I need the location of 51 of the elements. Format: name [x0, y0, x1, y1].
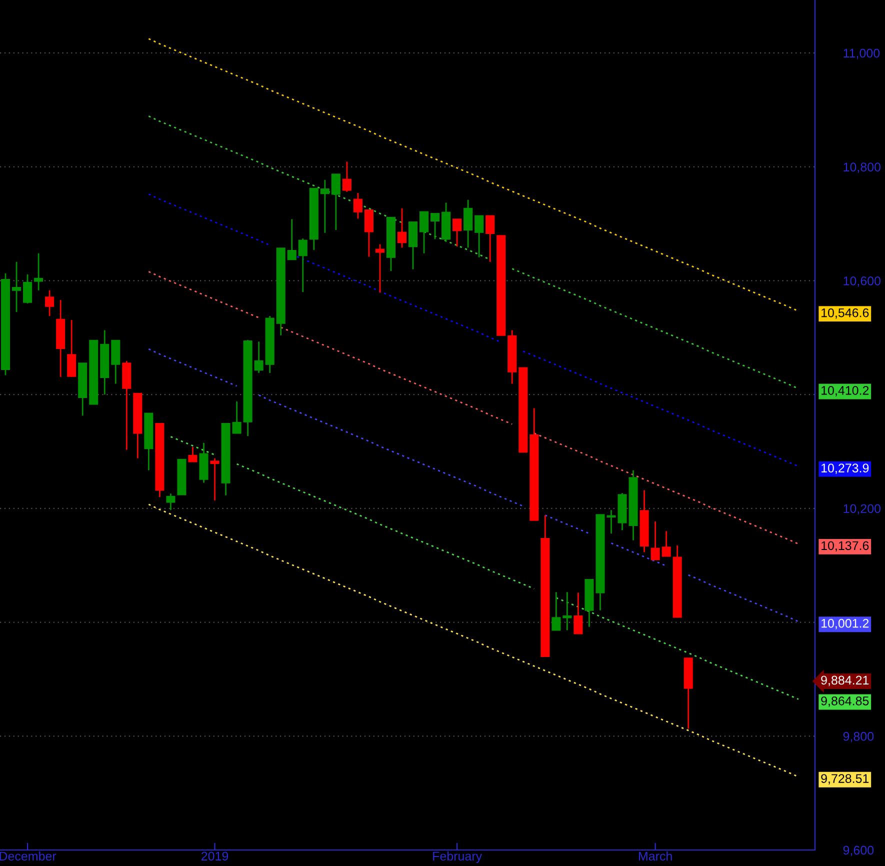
data-label: 10,137.6 [822, 541, 869, 552]
candlestick [232, 400, 242, 434]
candlestick [562, 591, 572, 631]
candlestick [320, 179, 330, 234]
candlestick [353, 192, 362, 220]
candlestick [552, 591, 561, 631]
candlestick [342, 160, 352, 193]
candlestick [474, 215, 484, 258]
candlestick [650, 520, 660, 560]
y-tick-label: 10,200 [844, 504, 881, 515]
candlestick [210, 458, 220, 502]
x-tick-label: December [0, 851, 56, 861]
candlestick [111, 340, 120, 384]
candlestick [420, 211, 429, 254]
candlestick [45, 290, 54, 317]
candlestick [464, 199, 473, 248]
data-label: 10,001.2 [822, 618, 869, 630]
y-tick-label: 11,000 [844, 48, 880, 60]
data-label: 10,410.2 [822, 386, 869, 396]
candlestick [486, 215, 495, 263]
x-tick-label: March [638, 851, 672, 861]
candlestick [331, 174, 340, 231]
candlestick [574, 592, 583, 634]
data-label: 9,728.51 [821, 774, 869, 784]
candlestick [452, 218, 462, 248]
candlestick [34, 252, 44, 292]
y-tick-label: 9,800 [843, 732, 874, 742]
candlestick [375, 244, 384, 294]
candlestick [298, 238, 308, 293]
y-tick-label: 10,600 [844, 276, 881, 287]
candlestick [23, 274, 32, 304]
line-series [148, 504, 800, 778]
candlestick [397, 208, 407, 248]
data-label: 10,546.6 [822, 308, 869, 319]
candlestick [166, 492, 176, 511]
candlestick [254, 340, 264, 374]
data-label: 10,273.9 [822, 464, 869, 474]
line-series [148, 38, 800, 312]
candlestick [430, 212, 440, 240]
x-tick-label: February [433, 851, 482, 864]
y-tick-label: 10,800 [844, 162, 881, 173]
y-tick-label: 9,600 [843, 846, 874, 856]
candlestick [662, 530, 671, 557]
candlestick [364, 209, 374, 258]
data-label: 9,864.85 [821, 696, 869, 707]
candlestick [12, 261, 22, 313]
candlestick [287, 218, 296, 260]
text: 9,884.21 [821, 676, 869, 686]
x-tick-label: 2019 [201, 852, 228, 861]
candlestick [67, 319, 76, 378]
candlestick [188, 446, 198, 462]
